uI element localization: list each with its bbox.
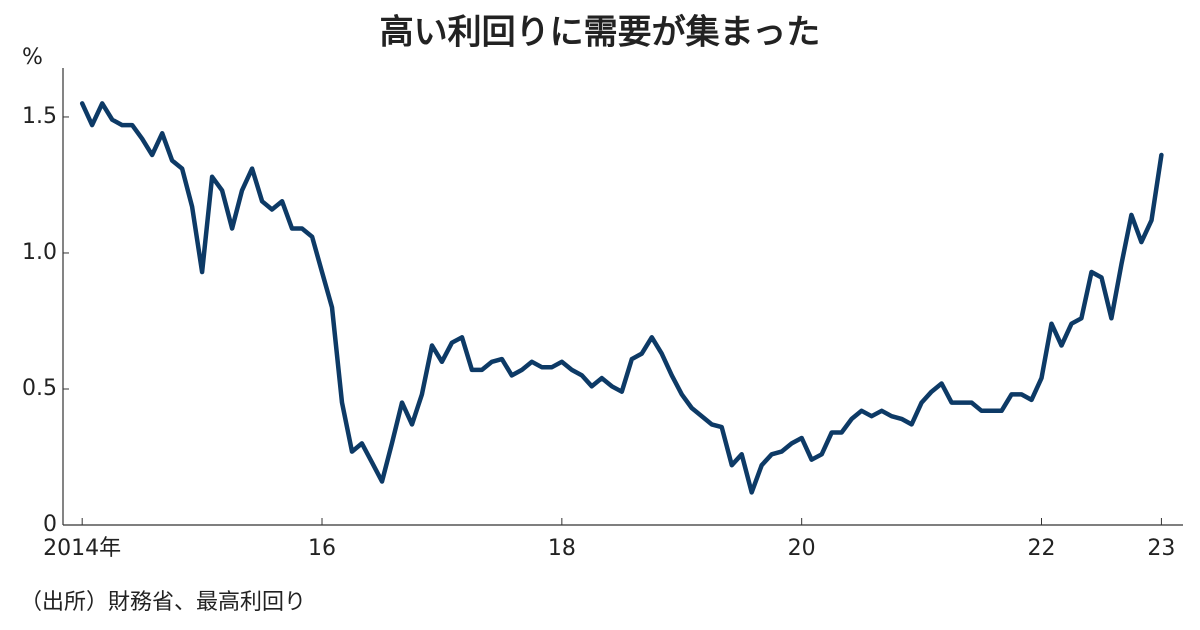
source-note: （出所）財務省、最高利回り [20, 590, 306, 615]
chart-title: 高い利回りに需要が集まった [380, 13, 821, 53]
x-tick-label: 20 [788, 536, 816, 561]
x-tick-label: 16 [308, 536, 336, 561]
y-tick-label: 0.5 [22, 376, 57, 401]
x-tick-label: 23 [1147, 536, 1175, 561]
y-tick-label: 1.5 [22, 104, 57, 129]
x-tick-label: 22 [1028, 536, 1056, 561]
y-tick-label: 1.0 [22, 240, 57, 265]
y-axis-unit: % [22, 45, 43, 70]
y-tick-label: 0 [43, 512, 57, 537]
x-tick-label: 18 [548, 536, 576, 561]
data-line [79, 101, 1164, 495]
x-tick-label: 2014年 [43, 536, 121, 561]
